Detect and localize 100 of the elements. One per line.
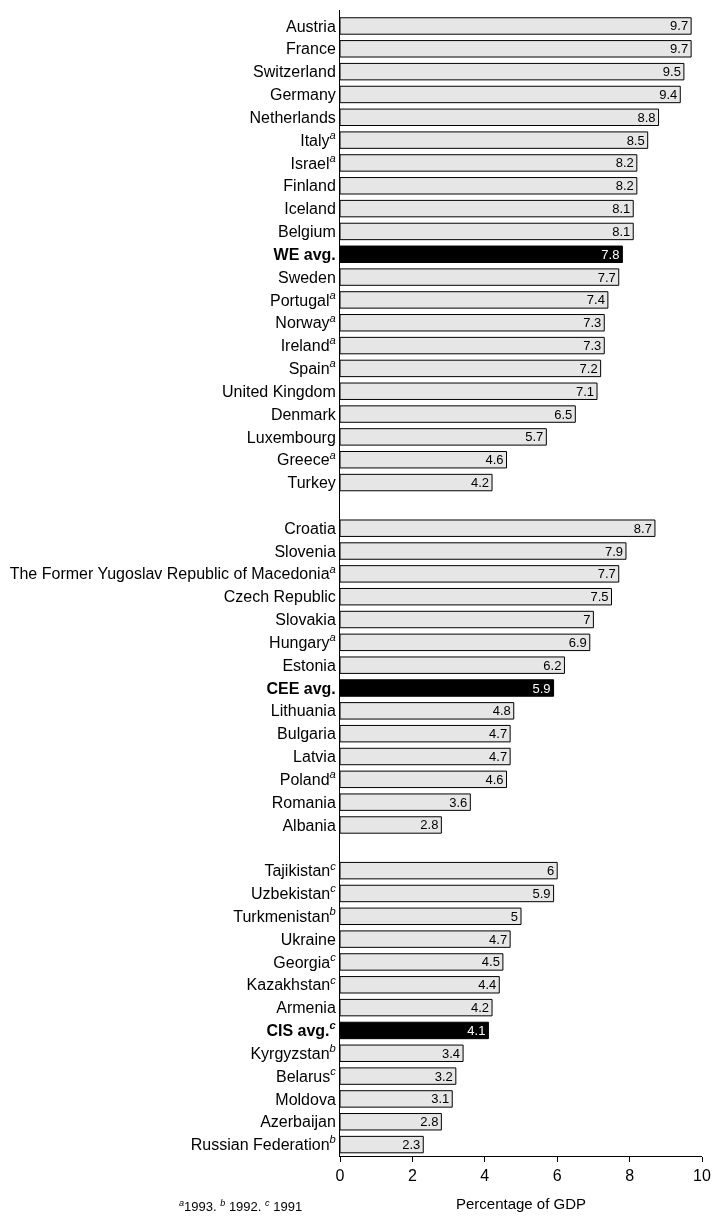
x-tick-label: 6 [552,1167,562,1185]
data-label: 6 [546,863,555,879]
y-tick-label: Bulgaria [277,725,336,743]
data-label: 8.1 [612,201,631,217]
data-label: 9.5 [662,64,681,80]
y-tick-label: Ukraine [280,930,336,948]
data-label: 8.1 [612,223,631,239]
y-tick-label: Switzerland [253,63,336,81]
y-tick-label: Netherlands [249,108,336,126]
y-tick-label: Kyrgyzstan$^{b}$ [250,1042,336,1062]
data-label: 5.7 [525,429,544,445]
data-label: 7 [583,612,591,628]
y-tick-label: Moldova [275,1090,336,1108]
y-tick-label: Albania [282,816,336,834]
data-label: 4.7 [489,931,508,947]
data-label: 8.5 [626,132,645,148]
data-label: 5.9 [532,680,551,696]
y-tick-label: Poland$^{a}$ [279,768,336,788]
y-tick-label: Israel$^{a}$ [290,151,336,172]
data-label: 6.2 [543,657,562,673]
data-label: 7.5 [590,589,609,605]
x-tick-label: 2 [407,1167,417,1185]
y-tick-label: Tajikistan$^{c}$ [264,859,337,880]
data-label: 3.2 [434,1068,453,1084]
data-label: 7.7 [597,269,616,285]
y-tick-label: Slovenia [274,542,336,560]
y-tick-label: Finland [283,177,336,195]
x-tick-label: 10 [693,1167,711,1185]
data-label: 4.5 [481,954,500,970]
data-label: 4.6 [485,771,504,787]
y-tick-label: Sweden [277,268,336,286]
data-label: 8.7 [633,520,652,536]
y-tick-label: Luxembourg [246,428,336,446]
data-label: 7.3 [583,315,602,331]
data-label: 2.8 [420,817,439,833]
data-label: 9.4 [659,86,678,102]
y-tick-label: Estonia [282,656,336,674]
y-tick-label: United Kingdom [221,382,336,400]
data-label: 5.9 [532,885,551,901]
y-tick-label: Belgium [277,223,336,241]
y-tick-label: Slovakia [275,611,336,629]
data-label: 4.7 [489,749,508,764]
y-tick-label: CEE avg. [266,679,336,697]
y-tick-label: Belarus$^{c}$ [275,1064,337,1085]
y-tick-label: Portugal$^{a}$ [269,288,336,309]
y-tick-label: The Former Yugoslav Republic of Macedonia$^{a}$ [9,562,336,583]
data-label: 7.3 [583,338,602,354]
x-tick-label: 4 [480,1167,490,1185]
y-tick-label: Ireland$^{a}$ [280,334,336,355]
y-tick-label: Hungary$^{a}$ [269,631,336,651]
x-axis-title: Percentage of GDP [455,1195,587,1213]
data-label: 4.6 [485,452,504,468]
x-tick-label: 0 [335,1167,345,1185]
data-label: 4.7 [489,726,508,742]
data-label: 6.9 [568,634,587,650]
y-tick-label: Georgia$^{c}$ [273,950,337,971]
y-tick-label: Turkmenistan$^{b}$ [233,905,336,925]
x-tick-label: 8 [625,1167,635,1185]
y-tick-label: Uzbekistan$^{c}$ [251,882,337,903]
data-label: 3.1 [431,1091,450,1107]
y-tick-label: Kazakhstan$^{c}$ [246,973,337,994]
y-tick-label: Denmark [270,405,337,423]
data-label: 2.8 [420,1114,439,1130]
y-tick-label: Turkey [287,474,336,492]
data-label: 7.2 [579,360,598,376]
y-tick-label: Norway$^{a}$ [275,311,336,332]
data-label: 3.6 [449,794,468,810]
y-tick-label: Italy$^{a}$ [300,129,336,149]
data-label: 4.8 [492,703,511,719]
data-label: 8.2 [615,178,634,194]
data-label: 7.8 [601,246,620,262]
data-label: 4.2 [470,1000,490,1016]
y-tick-label: Azerbaijan [260,1113,336,1131]
y-tick-label: Czech Republic [223,588,336,606]
data-label: 9.7 [670,41,689,57]
y-tick-label: Armenia [276,999,336,1017]
y-tick-label: Croatia [284,519,336,537]
data-label: 7.1 [575,383,595,399]
data-label: 7.9 [604,543,623,559]
data-label: 4.1 [467,1022,486,1038]
y-tick-label: Latvia [293,748,336,766]
data-label: 8.8 [637,109,656,125]
data-label: 6.5 [554,406,573,422]
data-label: 5 [510,908,518,924]
data-label: 7.7 [597,566,616,582]
y-tick-label: France [286,40,336,58]
y-tick-label: Russian Federation$^{b}$ [190,1133,336,1154]
data-label: 8.2 [615,155,634,171]
y-tick-label: Lithuania [270,702,336,720]
y-tick-label: WE avg. [273,245,336,263]
text: $^{a}$1993. $^{b}$ 1992. $^{c}$ 1991 [179,1198,303,1215]
data-label: 3.4 [442,1045,461,1061]
y-tick-label: CIS avg.$^{c}$ [266,1019,337,1040]
data-label: 4.2 [470,475,490,491]
y-tick-label: Iceland [284,200,336,218]
data-label: 7.4 [586,292,605,308]
data-label: 9.7 [670,18,689,34]
data-label: 2.3 [402,1137,421,1153]
y-tick-label: Austria [286,17,336,35]
y-tick-label: Greece$^{a}$ [277,448,336,469]
